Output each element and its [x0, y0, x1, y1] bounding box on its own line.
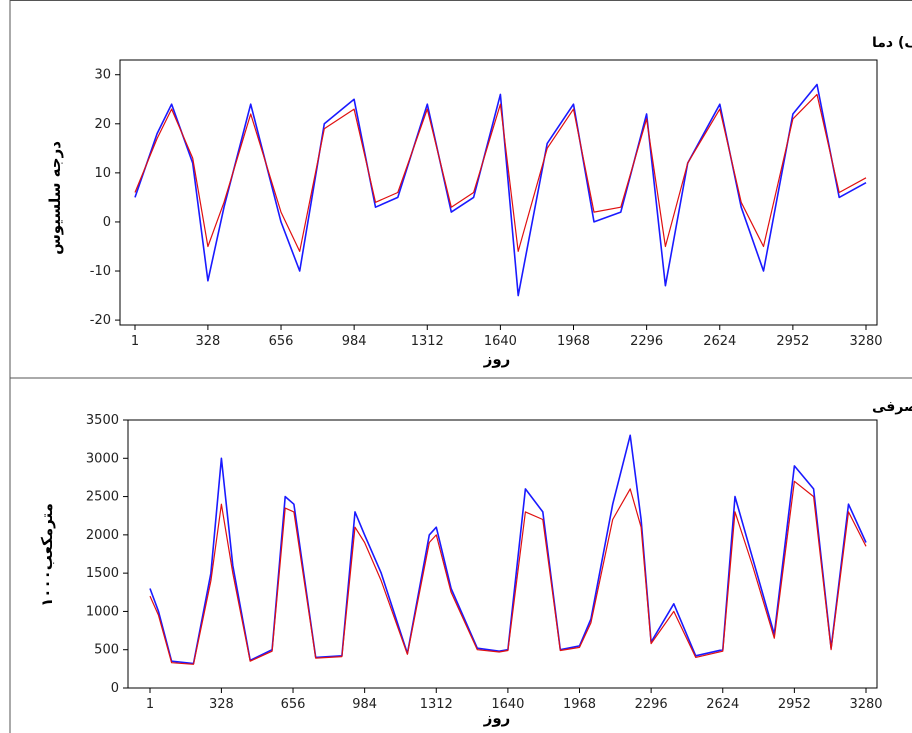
temperature-x-tick-label: 1: [131, 334, 139, 349]
gas-consumption-chart-title: ب) گاز مصرفی: [872, 398, 912, 415]
temperature-y-tick-label: 10: [94, 166, 111, 181]
gas-consumption-chart-y-axis-label: ۱۰۰۰مترمکعب: [38, 503, 56, 607]
gas-consumption-x-tick-label: 2624: [706, 697, 739, 712]
temperature-chart-ticks: 1 328 656 984 1312 1640 1968 2296 2624 2952 3280 30…: [90, 68, 883, 349]
gas-consumption-x-tick-label: 3280: [849, 697, 882, 712]
gas-consumption-y-tick-label: 1500: [86, 566, 119, 581]
temperature-y-tick-label: 30: [94, 68, 111, 83]
temperature-y-tick-label: -10: [90, 264, 111, 279]
temperature-x-tick-label: 2624: [703, 334, 736, 349]
temperature-y-tick-label: 0: [103, 215, 111, 230]
gas-consumption-y-tick-label: 0: [111, 681, 119, 696]
temperature-chart-y-axis-label: درجه سلسیوس: [46, 141, 64, 255]
gas-consumption-smoothed-line: [149, 480, 867, 665]
temperature-x-tick-label: 2952: [776, 334, 809, 349]
temperature-x-tick-label: 656: [269, 334, 294, 349]
gas-consumption-y-tick-label: 3500: [86, 413, 119, 428]
temperature-x-tick-label: 1640: [484, 334, 517, 349]
temperature-smoothed-line: [134, 93, 867, 252]
gas-consumption-chart-series: [149, 434, 867, 665]
temperature-observed-line: [134, 83, 867, 297]
gas-consumption-x-tick-label: 1: [146, 697, 154, 712]
temperature-y-tick-label: -20: [90, 313, 111, 328]
gas-consumption-chart-x-axis-label: روز: [483, 709, 511, 727]
gas-consumption-x-tick-label: 1968: [563, 697, 596, 712]
temperature-x-tick-label: 1968: [557, 334, 590, 349]
gas-consumption-x-tick-label: 2952: [778, 697, 811, 712]
temperature-x-tick-label: 3280: [849, 334, 882, 349]
gas-consumption-y-tick-label: 2500: [86, 490, 119, 505]
gas-consumption-y-tick-label: 2000: [86, 528, 119, 543]
temperature-chart: الف) دما درجه سلسیوس روز 132865698413121…: [46, 35, 912, 368]
gas-consumption-x-tick-label: 1312: [420, 697, 453, 712]
gas-consumption-x-tick-label: 2296: [635, 697, 668, 712]
temperature-x-tick-label: 984: [342, 334, 367, 349]
temperature-chart-x-axis-label: روز: [483, 350, 511, 368]
temperature-x-tick-label: 328: [195, 334, 220, 349]
gas-consumption-x-tick-label: 328: [209, 697, 234, 712]
gas-consumption-observed-line: [149, 434, 867, 665]
gas-consumption-x-tick-label: 1640: [491, 697, 524, 712]
temperature-y-tick-label: 20: [94, 117, 111, 132]
gas-consumption-y-tick-label: 1000: [86, 604, 119, 619]
gas-consumption-chart-plot-frame: [127, 419, 878, 689]
temperature-chart-series: [134, 83, 867, 297]
temperature-x-tick-label: 2296: [630, 334, 663, 349]
gas-consumption-chart: ب) گاز مصرفی ۱۰۰۰مترمکعب روز 13286569841…: [38, 398, 912, 727]
temperature-chart-plot-frame: [119, 59, 878, 326]
gas-consumption-y-tick-label: 3000: [86, 451, 119, 466]
gas-consumption-chart-ticks: 1 328 656 984 1312 1640 1968 2296 2624 2952 3280 35…: [86, 413, 883, 712]
gas-consumption-y-tick-label: 500: [94, 643, 119, 658]
gas-consumption-x-tick-label: 984: [352, 697, 377, 712]
temperature-x-tick-label: 1312: [411, 334, 444, 349]
gas-consumption-x-tick-label: 656: [281, 697, 306, 712]
temperature-chart-title: الف) دما: [872, 35, 912, 51]
